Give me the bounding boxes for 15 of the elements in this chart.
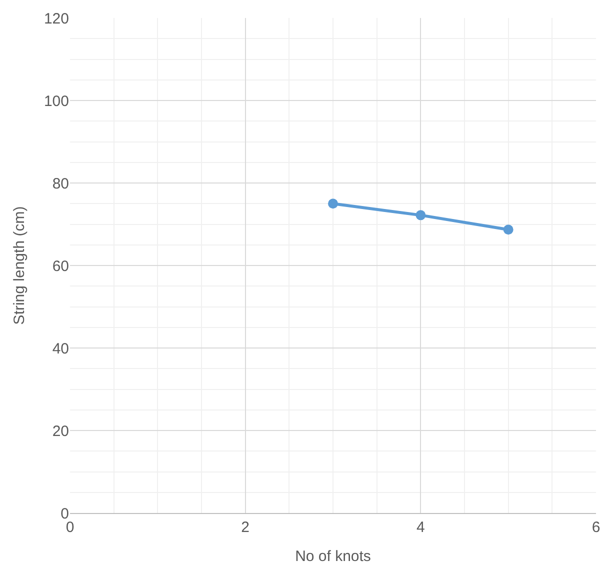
point — [503, 224, 514, 235]
point — [416, 210, 426, 220]
y-tick-label: 80 — [52, 175, 69, 192]
y-axis-title: String length (cm) — [11, 206, 28, 325]
x-axis-title: No of knots — [295, 548, 371, 565]
y-tick-label: 0 — [60, 505, 69, 522]
y-tick-label: 60 — [52, 258, 69, 275]
y-tick-label: 20 — [52, 422, 69, 440]
x-tick-label: 6 — [592, 519, 600, 536]
point — [328, 198, 338, 209]
x-tick-label: 2 — [241, 519, 250, 536]
y-tick-label: 120 — [44, 10, 69, 28]
y-tick-label: 100 — [44, 92, 69, 110]
y-tick-label: 40 — [52, 340, 69, 358]
x-tick-label: 4 — [416, 519, 425, 536]
